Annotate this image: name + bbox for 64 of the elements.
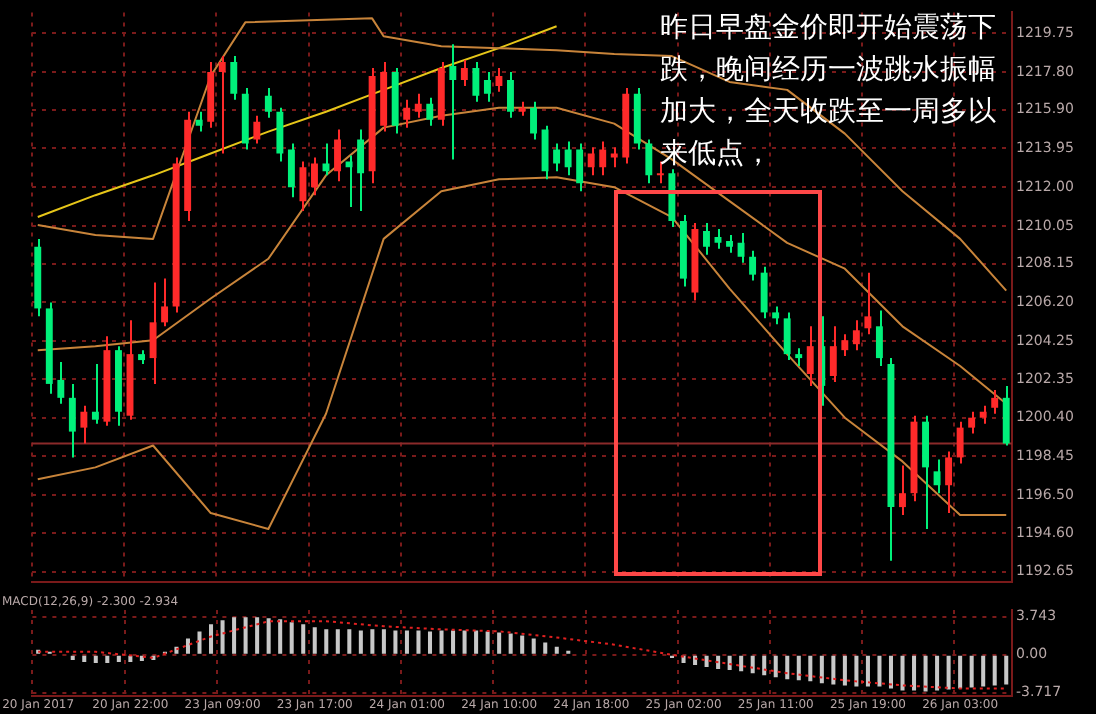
bar	[877, 655, 882, 687]
bar	[554, 646, 559, 654]
bar	[116, 655, 121, 662]
bar	[531, 638, 536, 654]
bar	[462, 630, 467, 654]
bar	[381, 629, 386, 654]
bar	[543, 642, 548, 654]
bar	[773, 655, 778, 678]
bar	[427, 631, 433, 654]
bar	[347, 629, 352, 654]
bar	[416, 630, 421, 654]
bar	[209, 624, 214, 654]
bar	[185, 638, 190, 654]
bar	[888, 655, 894, 689]
bar	[935, 655, 940, 691]
bar	[958, 655, 963, 689]
bar	[981, 655, 986, 687]
bar	[278, 619, 283, 654]
bar	[324, 629, 329, 654]
bar	[923, 655, 928, 692]
bar	[105, 655, 110, 663]
bar	[232, 617, 237, 654]
bar	[358, 630, 363, 654]
bar	[439, 630, 444, 654]
bar	[785, 655, 790, 680]
bar	[485, 631, 490, 654]
bar	[335, 629, 340, 654]
bar	[520, 635, 525, 654]
bar	[865, 655, 870, 687]
bar	[704, 655, 709, 668]
bar	[197, 631, 202, 654]
bar	[220, 620, 225, 654]
bar	[808, 655, 813, 682]
bar	[370, 629, 375, 654]
bar	[900, 655, 905, 691]
bar	[912, 655, 917, 691]
bar	[1004, 655, 1009, 685]
bar	[312, 627, 317, 654]
bar	[289, 622, 294, 654]
line-series	[37, 620, 1008, 690]
bar	[842, 655, 847, 686]
bar	[93, 655, 98, 663]
bar	[393, 630, 398, 654]
bar	[992, 655, 997, 686]
bar	[831, 655, 836, 685]
bar	[128, 655, 133, 662]
bar	[255, 617, 260, 654]
bar	[739, 655, 744, 672]
bar	[762, 655, 767, 676]
bar	[854, 655, 859, 687]
bar	[796, 655, 801, 681]
bar	[969, 655, 974, 688]
bar	[243, 617, 248, 654]
bar	[508, 633, 513, 654]
bar	[750, 655, 755, 674]
bar	[451, 630, 456, 654]
bar	[946, 655, 951, 690]
bar	[497, 632, 502, 654]
bar	[266, 618, 271, 654]
bar	[82, 655, 87, 662]
bar	[301, 624, 306, 654]
bar	[474, 630, 479, 654]
bar	[819, 655, 824, 684]
bar	[404, 630, 409, 654]
